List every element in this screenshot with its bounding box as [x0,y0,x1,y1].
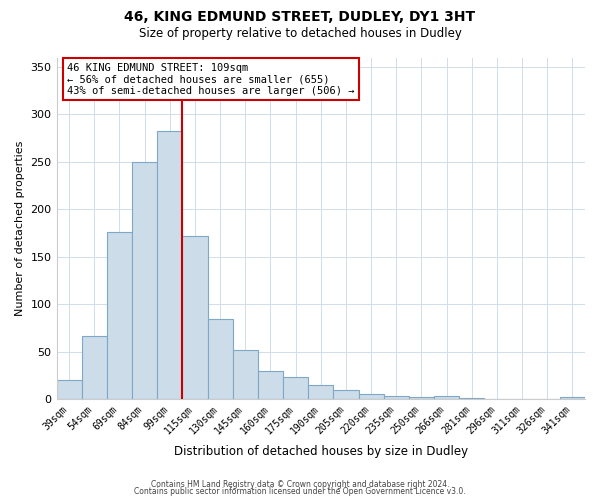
Bar [182,236,208,400]
Text: 46, KING EDMUND STREET, DUDLEY, DY1 3HT: 46, KING EDMUND STREET, DUDLEY, DY1 3HT [124,10,476,24]
Bar [283,376,308,400]
Bar [459,398,484,400]
Bar [208,318,233,400]
Bar [434,396,459,400]
Text: 46 KING EDMUND STREET: 109sqm
← 56% of detached houses are smaller (655)
43% of : 46 KING EDMUND STREET: 109sqm ← 56% of d… [67,62,355,96]
Text: Size of property relative to detached houses in Dudley: Size of property relative to detached ho… [139,28,461,40]
Bar [107,232,132,400]
Bar [308,385,334,400]
X-axis label: Distribution of detached houses by size in Dudley: Distribution of detached houses by size … [174,444,468,458]
Bar [560,398,585,400]
Bar [233,350,258,400]
Y-axis label: Number of detached properties: Number of detached properties [15,140,25,316]
Bar [383,396,409,400]
Bar [132,162,157,400]
Bar [258,371,283,400]
Bar [359,394,383,400]
Bar [409,398,434,400]
Bar [82,336,107,400]
Text: Contains public sector information licensed under the Open Government Licence v3: Contains public sector information licen… [134,488,466,496]
Bar [334,390,359,400]
Bar [56,380,82,400]
Text: Contains HM Land Registry data © Crown copyright and database right 2024.: Contains HM Land Registry data © Crown c… [151,480,449,489]
Bar [157,130,182,400]
